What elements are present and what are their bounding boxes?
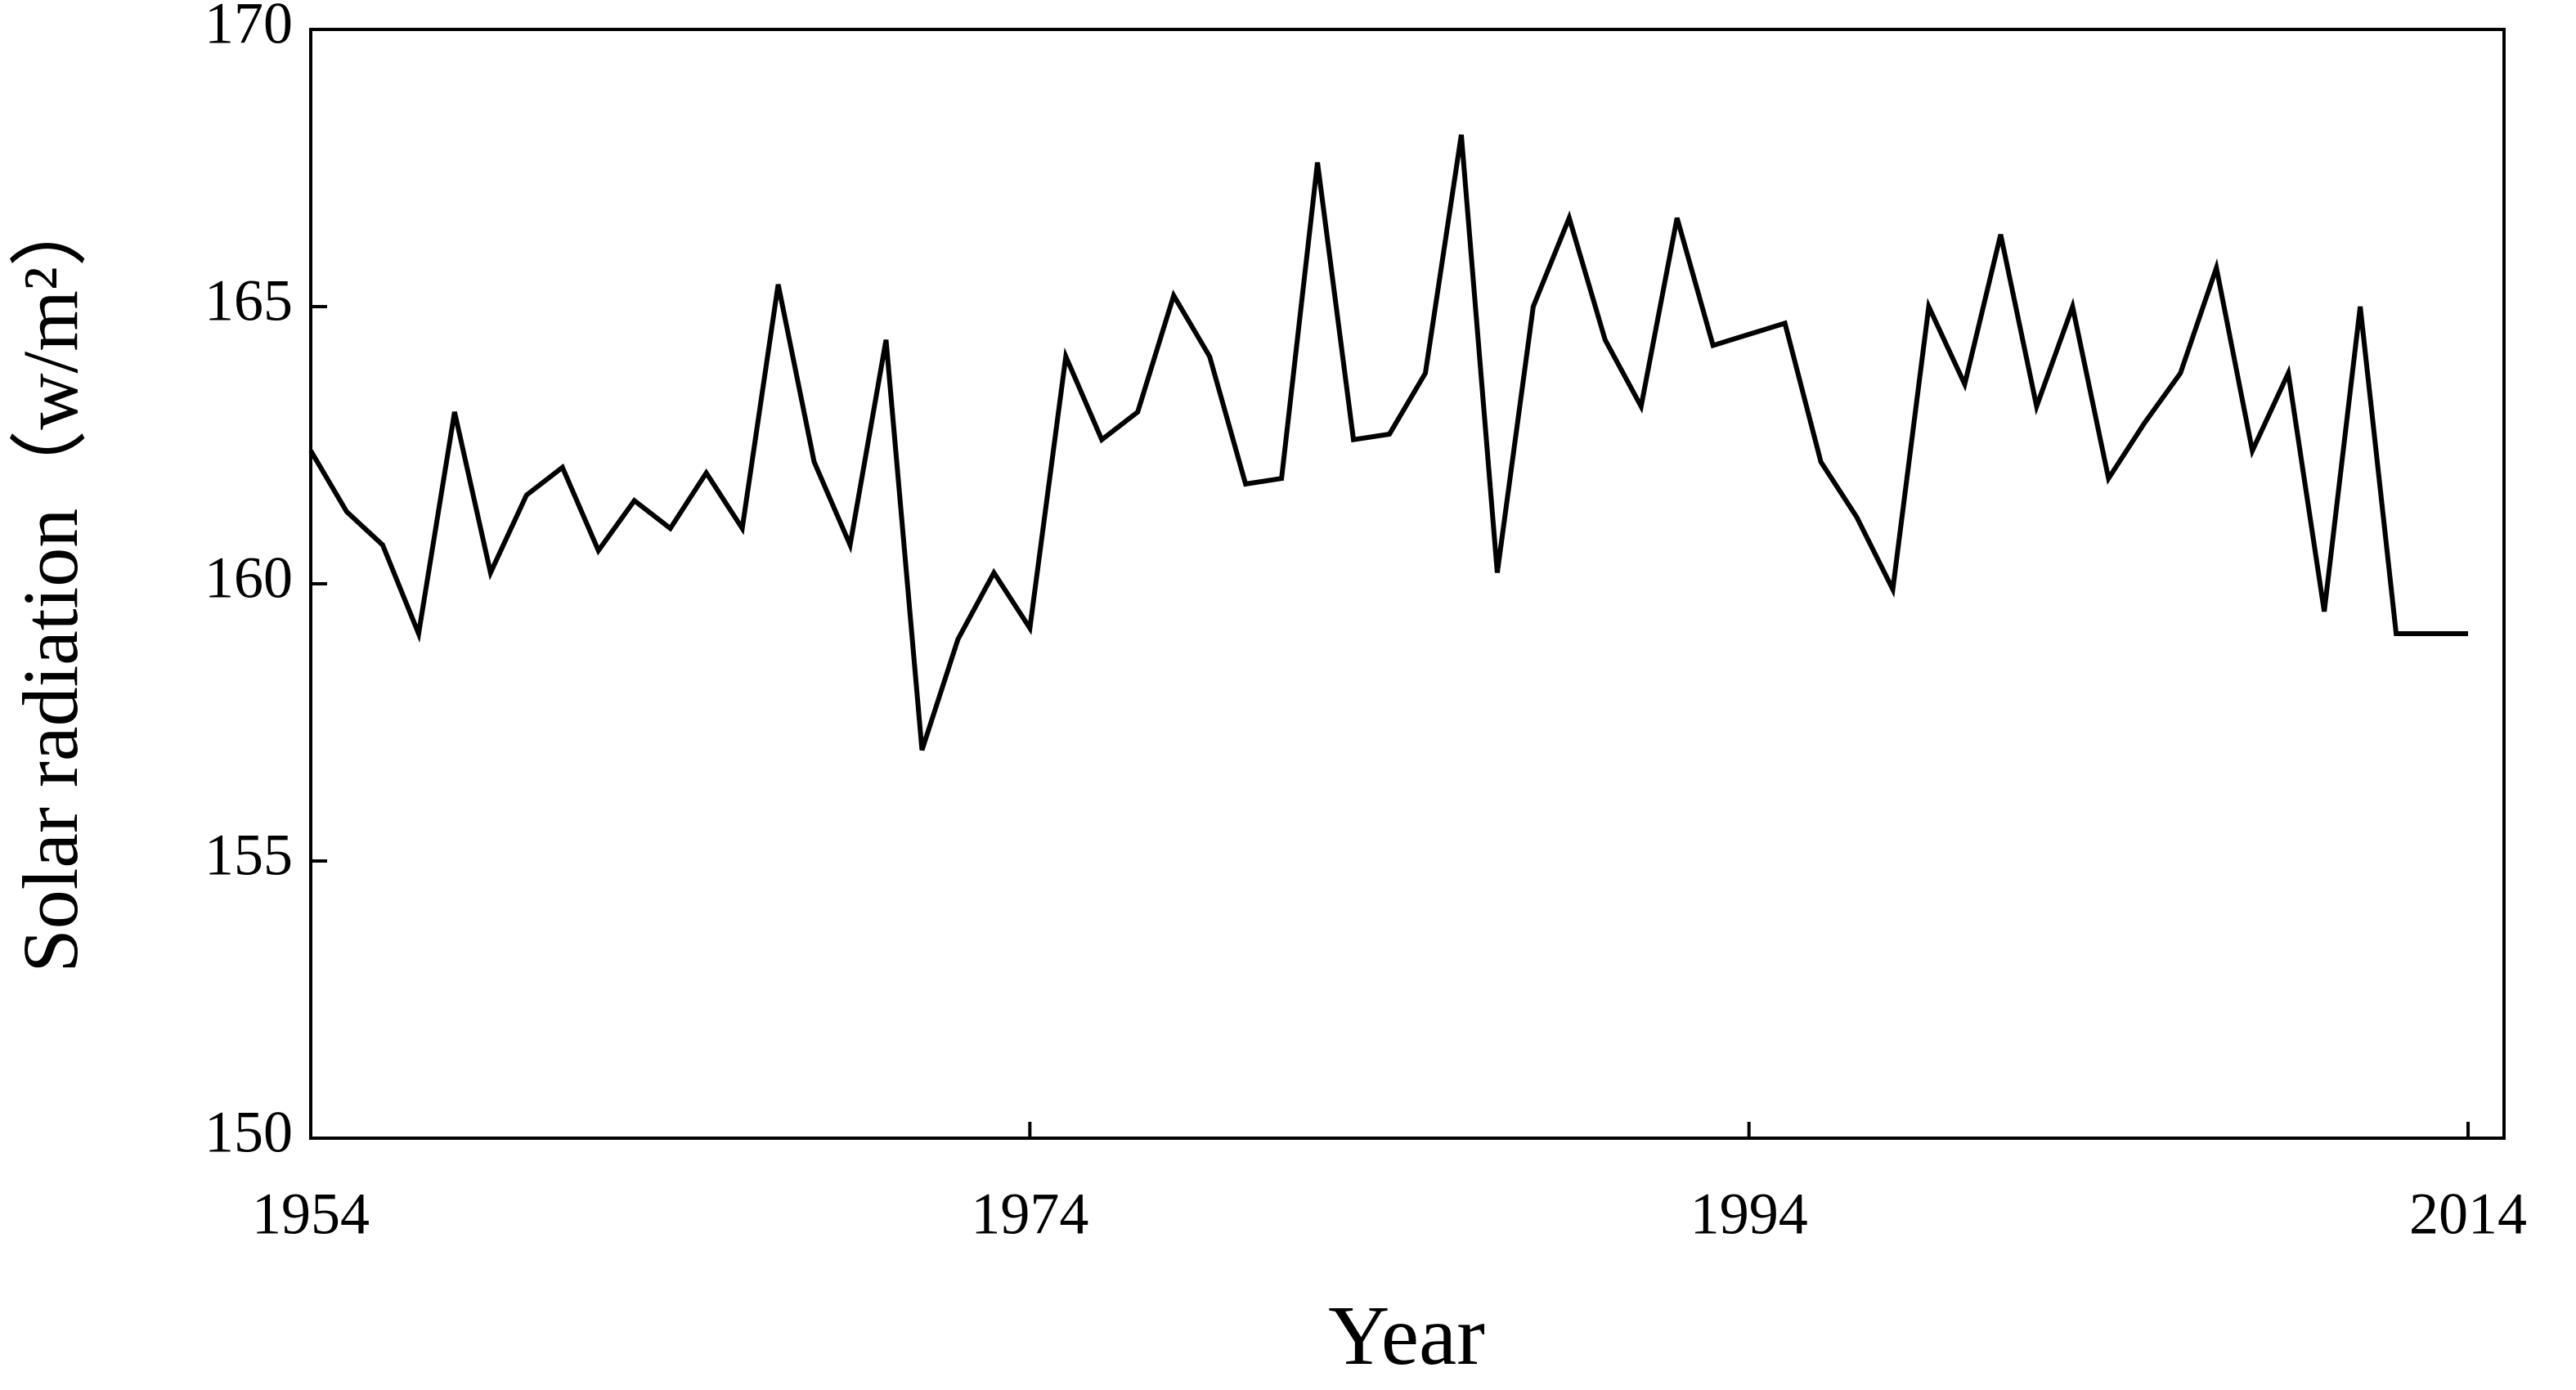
plot-frame: [309, 28, 2506, 1140]
y-tick-label: 155: [204, 823, 293, 888]
y-axis-title: Solar radiation（w/m²）: [7, 188, 94, 972]
x-tick-label: 1954: [252, 1182, 370, 1247]
x-axis-title: Year: [1328, 1289, 1485, 1383]
y-tick-label: 150: [204, 1100, 293, 1165]
y-tick-label: 170: [204, 0, 293, 56]
data-line: [308, 134, 2469, 751]
y-tick-label: 165: [204, 268, 293, 334]
x-tick-label: 1974: [971, 1182, 1088, 1247]
y-tick-label: 160: [204, 545, 293, 611]
x-tick-label: 2014: [2409, 1182, 2527, 1247]
x-tick-label: 1994: [1690, 1182, 1808, 1247]
